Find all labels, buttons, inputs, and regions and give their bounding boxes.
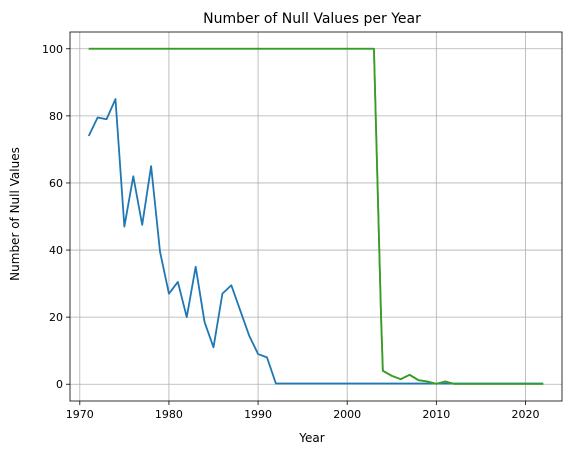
x-axis-label: Year	[298, 431, 324, 445]
chart-title: Number of Null Values per Year	[203, 11, 421, 27]
series-line-1	[87, 98, 544, 385]
y-tick-label: 100	[42, 43, 63, 56]
x-tick-label: 2000	[333, 408, 361, 421]
x-tick-label: 1970	[66, 408, 94, 421]
y-tick-label: 60	[49, 177, 63, 190]
y-axis-label: Number of Null Values	[8, 147, 22, 281]
x-tick-label: 2010	[422, 408, 450, 421]
x-tick-label: 1980	[155, 408, 183, 421]
axes-layer: 1970 1980 1990 2000 2010 2020 0 20 40 60 80 100	[42, 31, 563, 421]
plot-frame	[69, 31, 563, 402]
x-tick-label: 1990	[244, 408, 272, 421]
series-line-3	[88, 47, 544, 385]
y-tick-label: 80	[49, 110, 63, 123]
y-tick-label: 20	[49, 311, 63, 324]
y-tick-label: 0	[56, 378, 63, 391]
x-tick-label: 2020	[511, 408, 539, 421]
series-layer	[87, 47, 544, 385]
y-tick-label: 40	[49, 244, 63, 257]
